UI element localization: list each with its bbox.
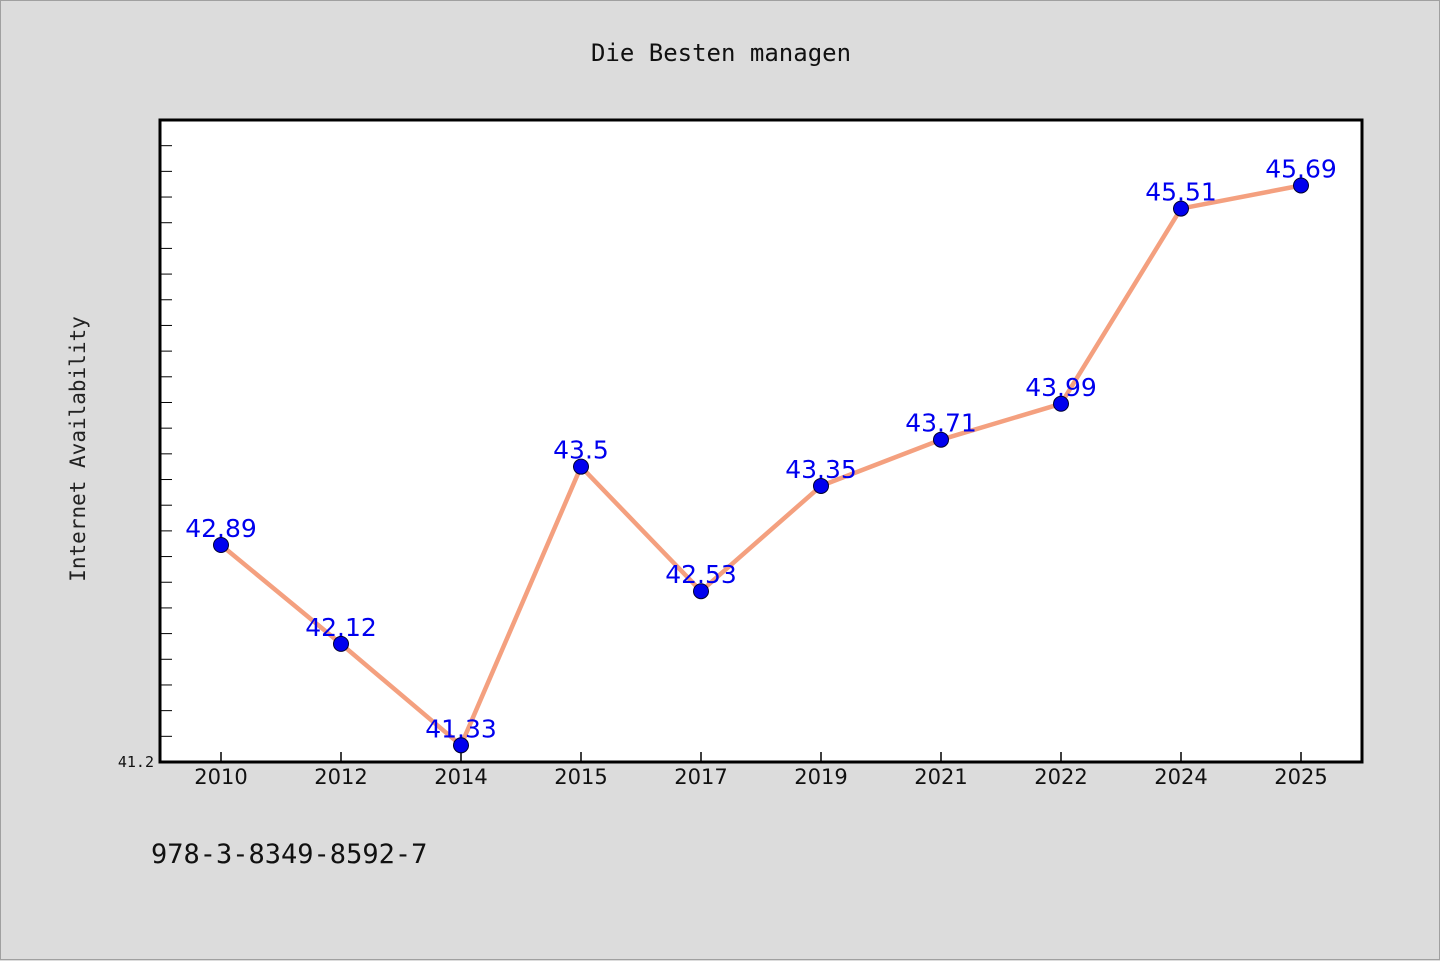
x-tick-label: 2010 xyxy=(194,765,247,789)
x-tick-label: 2017 xyxy=(674,765,727,789)
data-label: 42.53 xyxy=(665,560,737,589)
isbn-text: 978-3-8349-8592-7 xyxy=(151,839,427,870)
data-point xyxy=(1293,177,1309,194)
series-layer: 42.89 42.12 41.33 43.5 42.53 43.35 43.71 43.99 4… xyxy=(185,154,1337,754)
x-axis-ticks: 2010 2012 2014 2015 2017 2019 2021 2022 2024 2025 xyxy=(194,752,1328,789)
x-tick-label: 2015 xyxy=(554,765,607,789)
data-point xyxy=(1053,395,1069,412)
x-tick-label: 2019 xyxy=(794,765,847,789)
data-point xyxy=(453,737,469,754)
data-point xyxy=(573,458,589,475)
data-point xyxy=(813,477,829,494)
y-axis-ticks: 41.2 xyxy=(118,145,172,771)
x-tick-label: 2022 xyxy=(1034,765,1087,789)
data-label: 45.69 xyxy=(1265,154,1337,183)
x-tick-label: 2012 xyxy=(314,765,367,789)
x-tick-label: 2025 xyxy=(1274,765,1327,789)
data-label: 45.51 xyxy=(1145,178,1217,207)
data-label: 43.5 xyxy=(553,436,609,465)
plot-border xyxy=(158,118,1364,764)
data-label: 41.33 xyxy=(425,714,497,743)
x-tick-label: 2024 xyxy=(1154,765,1207,789)
chart-title: Die Besten managen xyxy=(591,39,851,67)
data-point xyxy=(693,583,709,600)
data-label: 43.35 xyxy=(785,455,857,484)
series-line xyxy=(218,183,1304,748)
x-tick-label: 2014 xyxy=(434,765,487,789)
y-axis-label: Internet Availability xyxy=(66,316,90,582)
data-label: 43.71 xyxy=(905,409,977,438)
data-point xyxy=(933,431,949,448)
x-tick-label: 2021 xyxy=(914,765,967,789)
data-label: 43.99 xyxy=(1025,373,1097,402)
data-label: 42.12 xyxy=(305,613,377,642)
data-point xyxy=(213,537,229,554)
data-point xyxy=(1173,200,1189,217)
y-tick-label: 41.2 xyxy=(118,753,154,771)
data-point xyxy=(333,635,349,652)
data-label: 42.89 xyxy=(185,514,257,543)
plot-area xyxy=(160,120,1362,762)
